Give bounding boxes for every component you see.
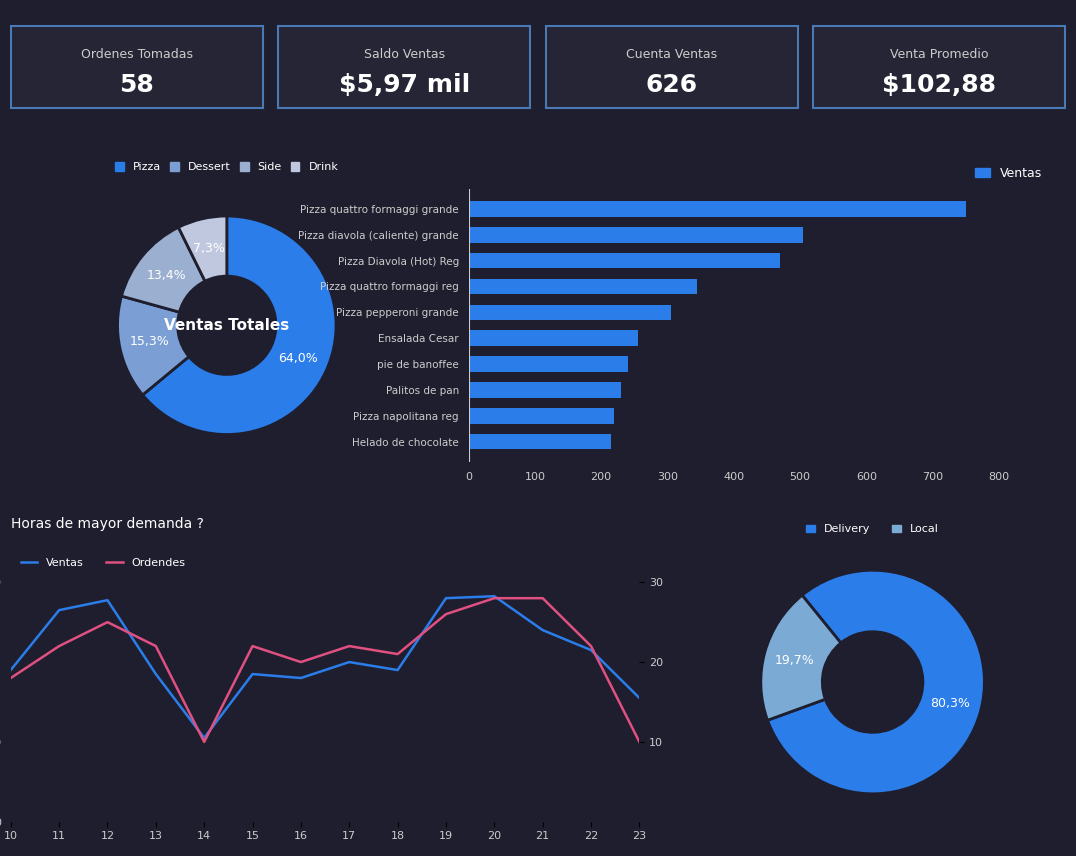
Text: 7,3%: 7,3% — [193, 242, 225, 255]
Ordendes — [295, 657, 308, 667]
Ventas — [633, 693, 646, 703]
Text: Venta Promedio: Venta Promedio — [890, 48, 989, 61]
Text: 58: 58 — [119, 73, 154, 97]
Text: Ordenes Tomadas: Ordenes Tomadas — [81, 48, 193, 61]
Ventas — [198, 733, 211, 743]
Ordendes — [633, 737, 646, 747]
Ventas — [101, 595, 114, 605]
Legend: Ventas: Ventas — [969, 162, 1047, 185]
Bar — [468, 279, 697, 294]
Ventas — [246, 669, 259, 679]
Text: Saldo Ventas: Saldo Ventas — [364, 48, 444, 61]
Text: 80,3%: 80,3% — [931, 697, 971, 710]
Ventas — [4, 665, 17, 675]
Ordendes — [246, 641, 259, 651]
Text: $102,88: $102,88 — [882, 73, 996, 97]
Bar — [468, 382, 621, 398]
Bar — [468, 227, 804, 242]
Text: Cuenta Ventas: Cuenta Ventas — [626, 48, 718, 61]
Legend: Ventas, Ordendes: Ventas, Ordendes — [16, 554, 190, 573]
Wedge shape — [761, 595, 840, 720]
Ventas — [487, 591, 500, 601]
Text: 626: 626 — [646, 73, 697, 97]
Text: Horas de mayor demanda ?: Horas de mayor demanda ? — [11, 517, 203, 532]
Ordendes — [198, 737, 211, 747]
Legend: Delivery, Local: Delivery, Local — [802, 520, 944, 538]
Ordendes — [53, 641, 66, 651]
Ordendes — [584, 641, 597, 651]
Text: 15,3%: 15,3% — [130, 336, 170, 348]
Wedge shape — [767, 570, 985, 794]
Wedge shape — [117, 296, 189, 395]
Ventas — [439, 593, 452, 603]
Line: Ventas: Ventas — [11, 596, 639, 738]
Ordendes — [343, 641, 356, 651]
Wedge shape — [143, 216, 336, 435]
Line: Ordendes: Ordendes — [11, 598, 639, 742]
Bar — [468, 305, 670, 320]
Text: $5,97 mil: $5,97 mil — [339, 73, 470, 97]
Legend: Pizza, Dessert, Side, Drink: Pizza, Dessert, Side, Drink — [112, 158, 341, 175]
Bar — [468, 330, 638, 346]
Wedge shape — [122, 228, 206, 312]
Bar — [468, 356, 627, 372]
Bar — [468, 408, 614, 424]
Ventas — [295, 673, 308, 683]
Ordendes — [487, 593, 500, 603]
Ordendes — [101, 617, 114, 627]
Ordendes — [536, 593, 549, 603]
Text: 19,7%: 19,7% — [775, 654, 815, 667]
Bar — [468, 253, 780, 269]
Text: 13,4%: 13,4% — [146, 269, 186, 282]
Text: 64,0%: 64,0% — [278, 353, 317, 366]
Ventas — [584, 645, 597, 655]
Text: Ventas Totales: Ventas Totales — [165, 318, 289, 333]
Ordendes — [4, 673, 17, 683]
Ventas — [53, 605, 66, 615]
Ventas — [536, 625, 549, 635]
Ventas — [343, 657, 356, 667]
Ventas — [392, 665, 405, 675]
Bar — [468, 201, 966, 217]
Ventas — [150, 669, 162, 679]
Bar — [468, 434, 611, 449]
Ordendes — [439, 609, 452, 619]
Ordendes — [392, 649, 405, 659]
Wedge shape — [179, 216, 227, 281]
Ordendes — [150, 641, 162, 651]
